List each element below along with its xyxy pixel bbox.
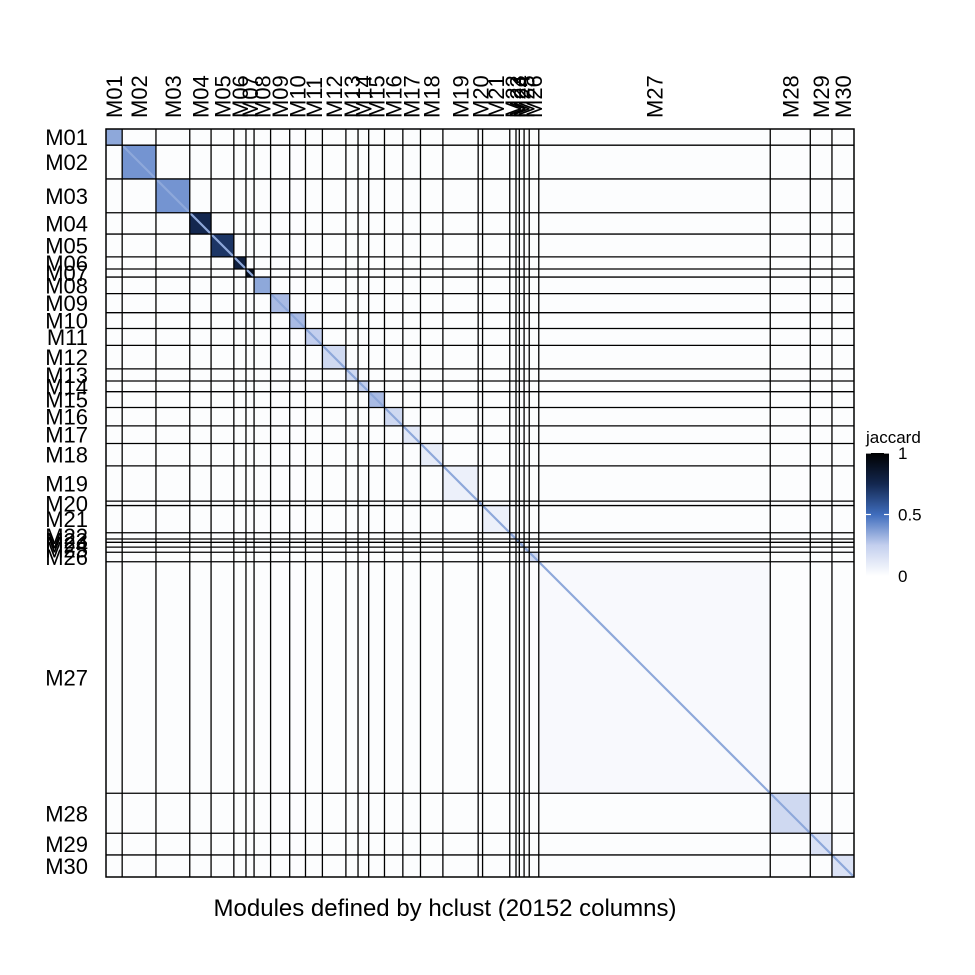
legend-colorbar	[866, 453, 889, 576]
column-label-m03: M03	[161, 75, 186, 118]
row-label-m25: M25	[45, 538, 88, 563]
row-label-m14: M14	[45, 374, 88, 399]
column-label-m23: M23	[506, 75, 531, 118]
column-label-m12: M12	[322, 75, 347, 118]
row-label-m13: M13	[45, 363, 88, 388]
row-label-m12: M12	[45, 345, 88, 370]
column-label-m09: M09	[268, 75, 293, 118]
legend-tick-label: 0.5	[898, 506, 922, 525]
row-label-m29: M29	[45, 832, 88, 857]
column-label-m30: M30	[831, 75, 856, 118]
module-boundaries	[105, 128, 855, 878]
column-label-m16: M16	[382, 75, 407, 118]
column-label-m27: M27	[643, 75, 668, 118]
legend-title: jaccard	[865, 428, 921, 447]
column-label-m10: M10	[286, 75, 311, 118]
column-label-m21: M21	[484, 75, 509, 118]
row-label-m01: M01	[45, 125, 88, 150]
row-label-m30: M30	[45, 854, 88, 879]
column-label-m19: M19	[449, 75, 474, 118]
column-label-m07: M07	[238, 75, 263, 118]
column-label-m05: M05	[210, 75, 235, 118]
row-label-m10: M10	[45, 309, 88, 334]
row-module-labels: M01M02M03M04M05M06M07M08M09M10M11M12M13M…	[45, 125, 88, 879]
column-label-m11: M11	[302, 77, 327, 118]
column-label-m24: M24	[510, 75, 535, 118]
column-label-m01: M01	[102, 75, 127, 118]
row-label-m22: M22	[45, 524, 88, 549]
heatmap-diagonal	[105, 128, 855, 878]
legend-tick-label: 0	[898, 567, 907, 586]
row-label-m03: M03	[45, 184, 88, 209]
column-label-m17: M17	[400, 75, 425, 118]
row-label-m09: M09	[45, 291, 88, 316]
plot-frame	[105, 128, 855, 878]
column-label-m14: M14	[351, 75, 376, 118]
legend-ticks: 00.51	[866, 444, 922, 586]
x-axis-title: Modules defined by hclust (20152 columns…	[214, 895, 677, 922]
row-label-m07: M07	[45, 261, 88, 286]
row-label-m16: M16	[45, 405, 88, 430]
row-label-m05: M05	[45, 233, 88, 258]
column-label-m28: M28	[778, 75, 803, 118]
row-label-m23: M23	[45, 529, 88, 554]
row-label-m20: M20	[45, 491, 88, 516]
row-label-m26: M26	[45, 545, 88, 570]
row-label-m02: M02	[45, 150, 88, 175]
column-label-m15: M15	[365, 75, 390, 118]
column-module-labels: M01 M02 M03 M04M05M06M07M08M09M10M11M12M13M…	[102, 75, 856, 118]
row-label-m18: M18	[45, 443, 88, 468]
legend-tick-label: 1	[898, 444, 907, 463]
color-legend: jaccard 00.51	[865, 428, 922, 586]
column-label-m22: M22	[501, 75, 526, 118]
row-label-m08: M08	[45, 273, 88, 298]
row-label-m27: M27	[45, 666, 88, 691]
column-label-m02: M02	[127, 75, 152, 118]
row-label-m21: M21	[45, 507, 88, 532]
row-label-m17: M17	[45, 423, 88, 448]
column-label-m20: M20	[468, 75, 493, 118]
row-label-m15: M15	[45, 388, 88, 413]
column-label-m29: M29	[809, 75, 834, 118]
column-label-m18: M18	[420, 75, 445, 118]
column-label-m13: M13	[340, 75, 365, 118]
column-label-m06: M06	[228, 75, 253, 118]
column-label-m08: M08	[250, 75, 275, 118]
row-label-m04: M04	[45, 211, 88, 236]
column-label-m26: M26	[522, 75, 547, 118]
column-label-m25: M25	[515, 75, 540, 118]
row-label-m24: M24	[45, 533, 88, 558]
row-label-m19: M19	[45, 472, 88, 497]
column-label-m04: M04	[188, 75, 213, 118]
row-label-m06: M06	[45, 251, 88, 276]
diagonal-line	[105, 128, 855, 878]
row-label-m11: M11	[47, 325, 88, 350]
row-label-m28: M28	[45, 801, 88, 826]
